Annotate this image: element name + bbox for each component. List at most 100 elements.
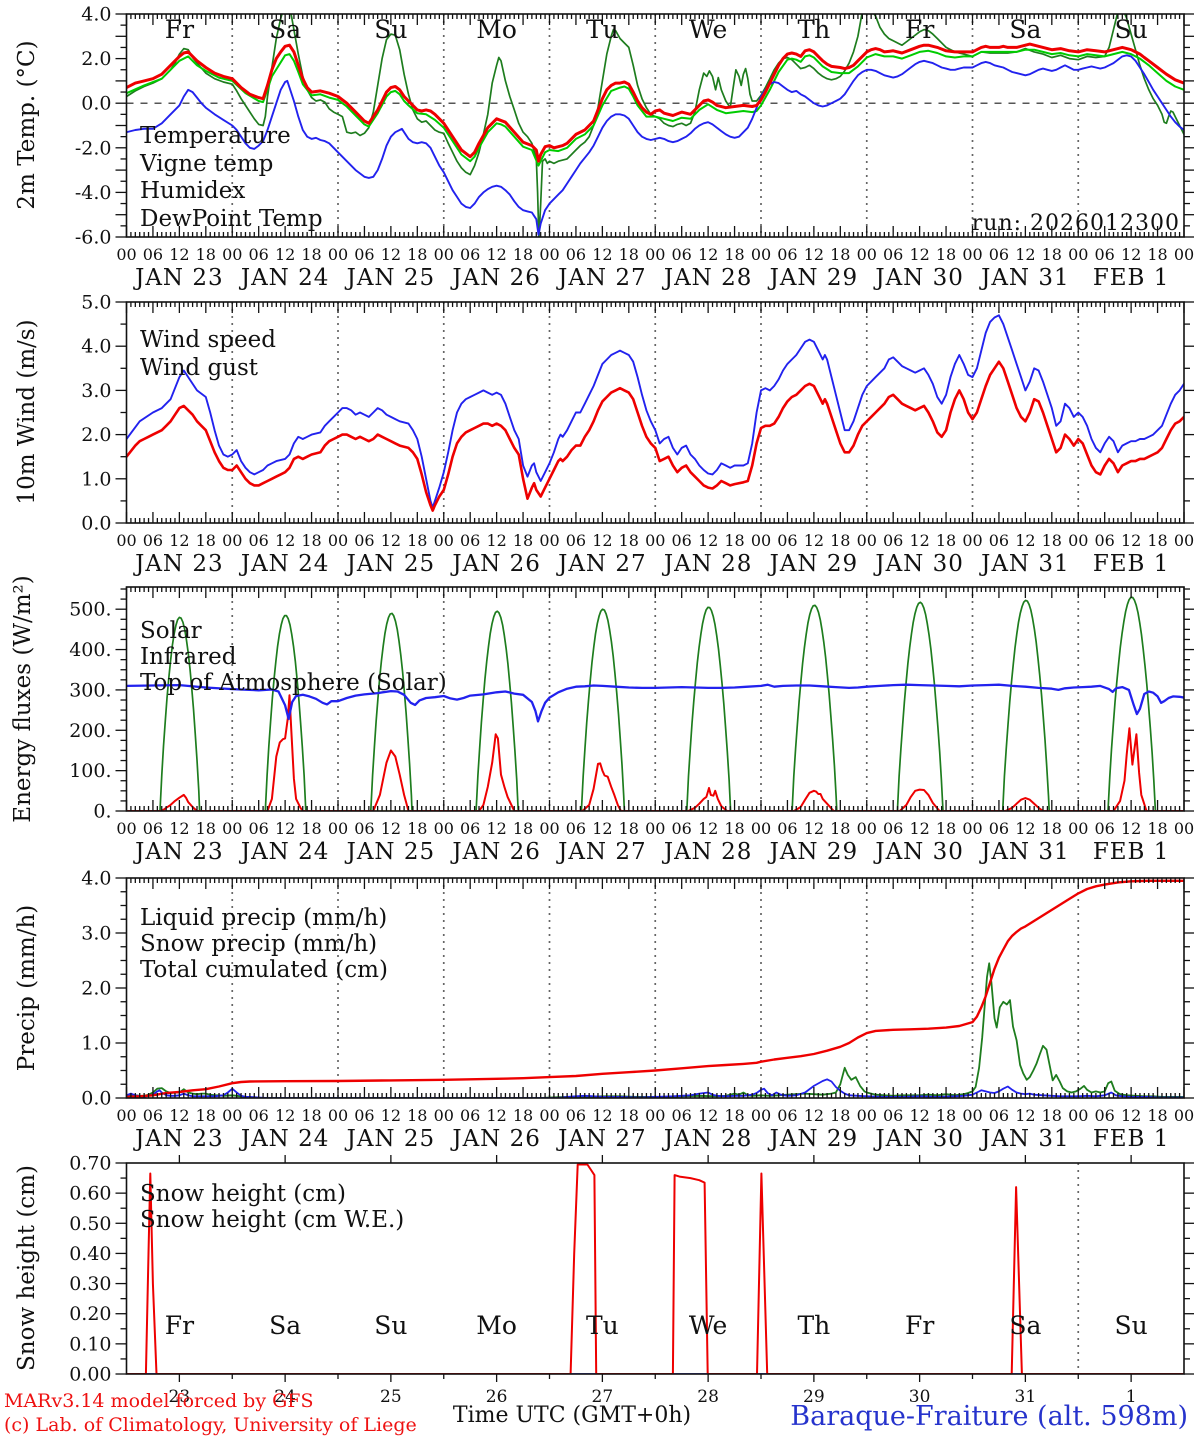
svg-text:06: 06 bbox=[249, 531, 269, 550]
svg-text:00: 00 bbox=[645, 819, 665, 838]
svg-text:00: 00 bbox=[751, 245, 771, 264]
svg-text:00: 00 bbox=[1174, 245, 1194, 264]
svg-text:06: 06 bbox=[672, 1106, 692, 1125]
svg-text:0.70: 0.70 bbox=[69, 1153, 111, 1175]
svg-text:18: 18 bbox=[619, 245, 639, 264]
svg-text:JAN 24: JAN 24 bbox=[239, 265, 330, 291]
svg-text:18: 18 bbox=[196, 531, 216, 550]
svg-text:00: 00 bbox=[222, 819, 242, 838]
svg-text:4.0: 4.0 bbox=[81, 868, 111, 890]
svg-text:Tu: Tu bbox=[586, 1311, 619, 1340]
legend-humidex: Humidex bbox=[140, 178, 245, 204]
svg-text:18: 18 bbox=[1042, 819, 1062, 838]
svg-text:12: 12 bbox=[698, 245, 718, 264]
svg-text:00: 00 bbox=[116, 245, 136, 264]
svg-text:18: 18 bbox=[936, 245, 956, 264]
svg-text:12: 12 bbox=[698, 531, 718, 550]
svg-text:1: 1 bbox=[1126, 1387, 1137, 1407]
svg-text:4.0: 4.0 bbox=[81, 336, 111, 358]
svg-text:JAN 27: JAN 27 bbox=[556, 265, 647, 291]
legend-vigne-temp: Vigne temp bbox=[139, 151, 273, 177]
svg-text:-4.0: -4.0 bbox=[75, 182, 112, 204]
legend-snow-panel: Snow height (cm) Snow height (cm W.E.) bbox=[140, 1181, 404, 1233]
svg-text:06: 06 bbox=[249, 245, 269, 264]
svg-text:12: 12 bbox=[1015, 531, 1035, 550]
series-wind-speed bbox=[126, 360, 1184, 512]
y-ticks bbox=[115, 301, 1194, 524]
svg-text:12: 12 bbox=[909, 531, 929, 550]
svg-text:Th: Th bbox=[797, 1311, 830, 1340]
svg-text:18: 18 bbox=[196, 245, 216, 264]
svg-text:00: 00 bbox=[434, 245, 454, 264]
svg-text:06: 06 bbox=[777, 1106, 797, 1125]
svg-text:06: 06 bbox=[989, 1106, 1009, 1125]
svg-text:00: 00 bbox=[857, 531, 877, 550]
svg-text:06: 06 bbox=[989, 245, 1009, 264]
day-of-week-labels: Fr Sa Su Mo Tu We Th Fr Sa Su bbox=[165, 1311, 1148, 1340]
svg-text:18: 18 bbox=[619, 531, 639, 550]
svg-text:0.50: 0.50 bbox=[69, 1213, 111, 1235]
svg-text:00: 00 bbox=[857, 245, 877, 264]
svg-text:00: 00 bbox=[857, 819, 877, 838]
panel-border bbox=[125, 877, 1185, 1099]
svg-text:12: 12 bbox=[275, 245, 295, 264]
svg-text:12: 12 bbox=[381, 245, 401, 264]
svg-text:00: 00 bbox=[328, 819, 348, 838]
svg-text:JAN 30: JAN 30 bbox=[873, 551, 964, 577]
run-label: run: 2026012300 bbox=[972, 211, 1180, 236]
svg-text:Su: Su bbox=[374, 1311, 407, 1340]
svg-text:JAN 29: JAN 29 bbox=[768, 265, 859, 291]
svg-text:18: 18 bbox=[301, 531, 321, 550]
svg-text:18: 18 bbox=[936, 819, 956, 838]
svg-text:00: 00 bbox=[962, 531, 982, 550]
svg-text:JAN 23: JAN 23 bbox=[133, 265, 224, 291]
svg-text:06: 06 bbox=[566, 245, 586, 264]
svg-text:18: 18 bbox=[513, 245, 533, 264]
svg-text:0.0: 0.0 bbox=[81, 513, 111, 535]
svg-text:18: 18 bbox=[830, 1106, 850, 1125]
svg-text:0.10: 0.10 bbox=[69, 1333, 111, 1355]
svg-text:0.: 0. bbox=[93, 801, 111, 823]
legend-liquid-precip: Liquid precip (mm/h) bbox=[140, 905, 387, 931]
svg-text:18: 18 bbox=[513, 531, 533, 550]
svg-text:-6.0: -6.0 bbox=[75, 227, 112, 249]
y-axis-title-temp: 2m Temp. (°C) bbox=[14, 40, 40, 209]
svg-text:Su: Su bbox=[1115, 15, 1148, 44]
svg-text:18: 18 bbox=[301, 1106, 321, 1125]
svg-text:06: 06 bbox=[249, 819, 269, 838]
svg-text:18: 18 bbox=[301, 245, 321, 264]
svg-text:JAN 31: JAN 31 bbox=[979, 551, 1070, 577]
svg-text:00: 00 bbox=[539, 531, 559, 550]
svg-text:06: 06 bbox=[460, 819, 480, 838]
x-ticks bbox=[125, 587, 1185, 811]
svg-text:18: 18 bbox=[1147, 245, 1167, 264]
svg-text:12: 12 bbox=[909, 819, 929, 838]
svg-text:JAN 23: JAN 23 bbox=[133, 551, 224, 577]
svg-text:12: 12 bbox=[1015, 245, 1035, 264]
y-ticks bbox=[115, 877, 1194, 1099]
svg-text:JAN 23: JAN 23 bbox=[133, 839, 224, 865]
svg-text:06: 06 bbox=[460, 531, 480, 550]
y-axis-title-wind: 10m Wind (m/s) bbox=[14, 319, 40, 504]
svg-text:06: 06 bbox=[566, 531, 586, 550]
svg-text:06: 06 bbox=[143, 531, 163, 550]
series-total-cumulated-cm- bbox=[126, 879, 1184, 1098]
svg-text:00: 00 bbox=[328, 1106, 348, 1125]
svg-text:JAN 24: JAN 24 bbox=[239, 551, 330, 577]
y-ticks bbox=[115, 1162, 1194, 1375]
svg-text:200.: 200. bbox=[69, 720, 111, 742]
svg-text:00: 00 bbox=[434, 819, 454, 838]
svg-text:18: 18 bbox=[724, 819, 744, 838]
x-ticks bbox=[125, 14, 1185, 237]
svg-text:18: 18 bbox=[724, 245, 744, 264]
svg-text:18: 18 bbox=[513, 1106, 533, 1125]
svg-text:0.00: 0.00 bbox=[69, 1364, 111, 1386]
x-axis-labels: 00 06 12 18 00 06 12 18 00 06 12 18 00 06 12 18 00 06 12 18… bbox=[116, 531, 1194, 577]
x-ticks bbox=[178, 1155, 1132, 1382]
panel-2: 0.100.200.300.400.500.00 06 12 18 00 06 12 18 00… bbox=[69, 586, 1194, 865]
svg-text:JAN 28: JAN 28 bbox=[662, 551, 753, 577]
svg-text:FEB 1: FEB 1 bbox=[1093, 551, 1170, 577]
svg-text:18: 18 bbox=[407, 531, 427, 550]
svg-text:FEB 1: FEB 1 bbox=[1093, 1126, 1170, 1152]
